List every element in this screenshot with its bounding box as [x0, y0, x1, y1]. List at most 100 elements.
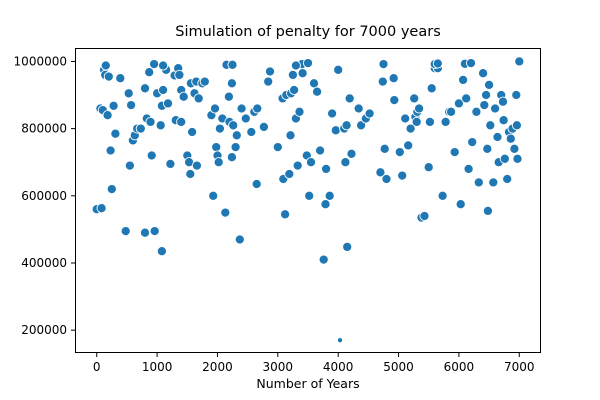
data-point [234, 234, 245, 245]
data-point [187, 126, 198, 138]
data-point [482, 205, 493, 216]
data-point [327, 108, 338, 119]
data-point [375, 167, 386, 178]
data-point [467, 137, 478, 148]
y-tick-label: 600000 [21, 189, 67, 203]
data-point [227, 59, 238, 70]
data-point [213, 157, 224, 168]
data-point [308, 78, 320, 89]
data-point [193, 93, 204, 104]
data-point [502, 173, 513, 185]
data-point [123, 88, 134, 99]
data-point [199, 76, 210, 87]
data-point [149, 59, 160, 70]
data-point [498, 115, 509, 126]
x-tick-label: 3000 [263, 360, 294, 374]
data-point [312, 86, 323, 97]
data-point [346, 148, 357, 159]
y-tick-label: 400000 [21, 256, 67, 270]
data-point [426, 83, 437, 94]
data-point [377, 76, 388, 87]
data-point [446, 106, 457, 117]
data-point [294, 106, 305, 117]
data-point [321, 163, 332, 174]
data-point [145, 116, 156, 127]
data-point [473, 177, 484, 188]
data-point [155, 120, 166, 131]
data-point [251, 178, 262, 190]
x-tick-label: 2000 [202, 360, 233, 374]
data-point [223, 91, 234, 102]
data-point [289, 84, 300, 96]
data-point [126, 100, 137, 111]
data-point [230, 142, 241, 153]
data-point [330, 125, 341, 136]
data-point [414, 103, 425, 114]
x-tick-label: 1000 [142, 360, 173, 374]
data-point [490, 103, 501, 114]
x-tick-label: 7000 [504, 360, 535, 374]
data-point [405, 123, 416, 134]
data-point [185, 168, 196, 180]
chart-title: Simulation of penalty for 7000 years [175, 24, 441, 40]
data-point [423, 162, 434, 173]
data-point [353, 103, 364, 114]
data-point [304, 190, 315, 201]
data-point [240, 113, 251, 124]
data-point [211, 142, 222, 153]
data-point [479, 100, 490, 111]
data-point [302, 58, 314, 69]
data-point [364, 108, 375, 119]
data-point [100, 60, 111, 71]
data-point [458, 74, 469, 85]
data-point [284, 168, 295, 180]
data-point [139, 227, 151, 238]
data-point [409, 93, 420, 104]
data-point [252, 103, 263, 114]
data-point [505, 133, 516, 144]
data-point [236, 103, 247, 114]
data-point [226, 152, 237, 163]
data-point [280, 209, 291, 220]
data-point [514, 56, 525, 67]
data-point [292, 160, 303, 171]
data-point [463, 163, 474, 174]
data-point [315, 145, 326, 156]
x-axis-ticks: 0 1000 2000 3000 4000 5000 6000 7000 [93, 353, 535, 374]
data-point [342, 241, 353, 252]
data-point [344, 93, 355, 104]
data-point [156, 246, 167, 257]
x-tick-label: 0 [93, 360, 101, 374]
x-tick-label: 5000 [383, 360, 414, 374]
data-point [324, 190, 335, 201]
data-point [228, 120, 239, 131]
data-point [512, 153, 523, 164]
data-point [424, 116, 435, 127]
data-point [285, 130, 296, 141]
data-point [124, 160, 135, 171]
data-point [356, 120, 367, 131]
data-point [419, 210, 430, 222]
data-point [484, 79, 495, 90]
data-point [106, 184, 117, 195]
data-point [411, 116, 422, 127]
data-point [231, 130, 242, 141]
data-point [96, 203, 107, 214]
data-point [440, 116, 451, 127]
data-point [492, 131, 503, 143]
data-point [381, 173, 392, 185]
data-point [144, 67, 155, 78]
data-point [397, 170, 408, 181]
data-point [176, 116, 187, 127]
data-point [220, 207, 231, 218]
plot-area-frame [75, 48, 541, 353]
data-point [208, 190, 219, 201]
data-point [400, 113, 411, 124]
data-point [263, 76, 274, 87]
data-point [297, 68, 308, 79]
points-layer [91, 56, 525, 344]
data-point [499, 153, 510, 164]
data-point [226, 78, 237, 89]
